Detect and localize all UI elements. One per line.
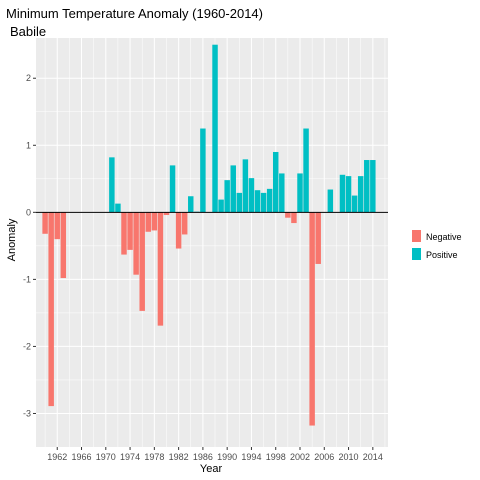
- bar-2011: [351, 195, 358, 213]
- bar-1990: [224, 180, 230, 213]
- y-tick-label: 2: [26, 73, 31, 83]
- legend-swatch-positive: [412, 248, 421, 260]
- legend-label-positive: Positive: [426, 250, 458, 260]
- bar-2007: [327, 189, 334, 213]
- bar-1976: [139, 212, 145, 311]
- bar-1981: [169, 165, 176, 213]
- bar-1974: [127, 212, 133, 250]
- x-tick-label: 2006: [314, 452, 334, 462]
- legend: Negative Positive: [412, 230, 462, 260]
- bar-1999: [279, 173, 285, 213]
- bar-2002: [297, 173, 303, 213]
- bar-2009: [339, 174, 346, 213]
- bar-1997: [266, 188, 273, 213]
- bar-1994: [248, 178, 255, 213]
- y-tick-label: -3: [23, 408, 31, 418]
- bar-1975: [133, 212, 139, 275]
- legend-label-negative: Negative: [426, 232, 462, 242]
- bar-1962: [54, 212, 60, 240]
- bar-1988: [212, 44, 218, 213]
- bar-1984: [188, 196, 194, 213]
- bar-2010: [345, 176, 352, 213]
- bar-2005: [315, 212, 321, 264]
- bar-1991: [230, 165, 236, 213]
- x-tick-label: 1990: [217, 452, 237, 462]
- x-tick-label: 2002: [290, 452, 310, 462]
- x-tick-label: 1998: [266, 452, 286, 462]
- bar-1971: [109, 157, 115, 213]
- bar-1993: [242, 159, 249, 213]
- bar-1977: [145, 212, 152, 232]
- x-tick-label: 1962: [47, 452, 67, 462]
- y-tick-label: -2: [23, 341, 31, 351]
- bars: [42, 44, 376, 426]
- x-tick-label: 2010: [339, 452, 359, 462]
- bar-1983: [181, 212, 188, 235]
- x-tick-label: 1978: [144, 452, 164, 462]
- bar-2003: [303, 128, 309, 213]
- bar-1963: [60, 212, 67, 279]
- y-axis-title: Anomaly: [6, 218, 18, 261]
- bar-2000: [285, 212, 291, 218]
- legend-swatch-negative: [412, 230, 421, 242]
- x-axis-ticks: 1962 1966 1970 1974 1978 1982 1986 1990 1994 1998…: [47, 447, 383, 462]
- bar-1960: [42, 212, 48, 234]
- x-tick-label: 1970: [96, 452, 116, 462]
- bar-1982: [175, 212, 182, 249]
- plot-panel: [36, 38, 388, 447]
- bar-1978: [151, 212, 158, 231]
- x-tick-label: 1966: [72, 452, 92, 462]
- bar-2001: [291, 212, 297, 224]
- y-axis-ticks: -3 -2 -1 0 1 2: [23, 73, 36, 418]
- bar-1992: [236, 192, 243, 213]
- y-tick-label: -1: [23, 274, 31, 284]
- x-tick-label: 1982: [169, 452, 189, 462]
- bar-1996: [260, 192, 267, 213]
- bar-1986: [200, 128, 206, 213]
- bar-2012: [357, 176, 364, 213]
- x-axis-title: Year: [200, 463, 223, 475]
- grid-minor-y: [36, 111, 388, 381]
- y-tick-label: 1: [26, 140, 31, 150]
- x-tick-label: 1986: [193, 452, 213, 462]
- bar-1995: [254, 190, 261, 213]
- x-tick-label: 1994: [241, 452, 261, 462]
- bar-2014: [370, 160, 376, 213]
- x-tick-label: 1974: [120, 452, 140, 462]
- bar-2013: [364, 160, 370, 213]
- y-tick-label: 0: [26, 207, 31, 217]
- bar-1989: [218, 199, 224, 213]
- x-tick-label: 2014: [363, 452, 383, 462]
- chart-subtitle: Babile: [10, 24, 46, 39]
- bar-1998: [272, 151, 279, 213]
- bar-2004: [309, 212, 315, 426]
- bar-1973: [121, 212, 127, 255]
- bar-1980: [163, 212, 170, 216]
- bar-1979: [157, 212, 164, 326]
- chart-title: Minimum Temperature Anomaly (1960-2014): [6, 6, 263, 21]
- bar-1972: [115, 203, 121, 213]
- bar-1961: [48, 212, 54, 407]
